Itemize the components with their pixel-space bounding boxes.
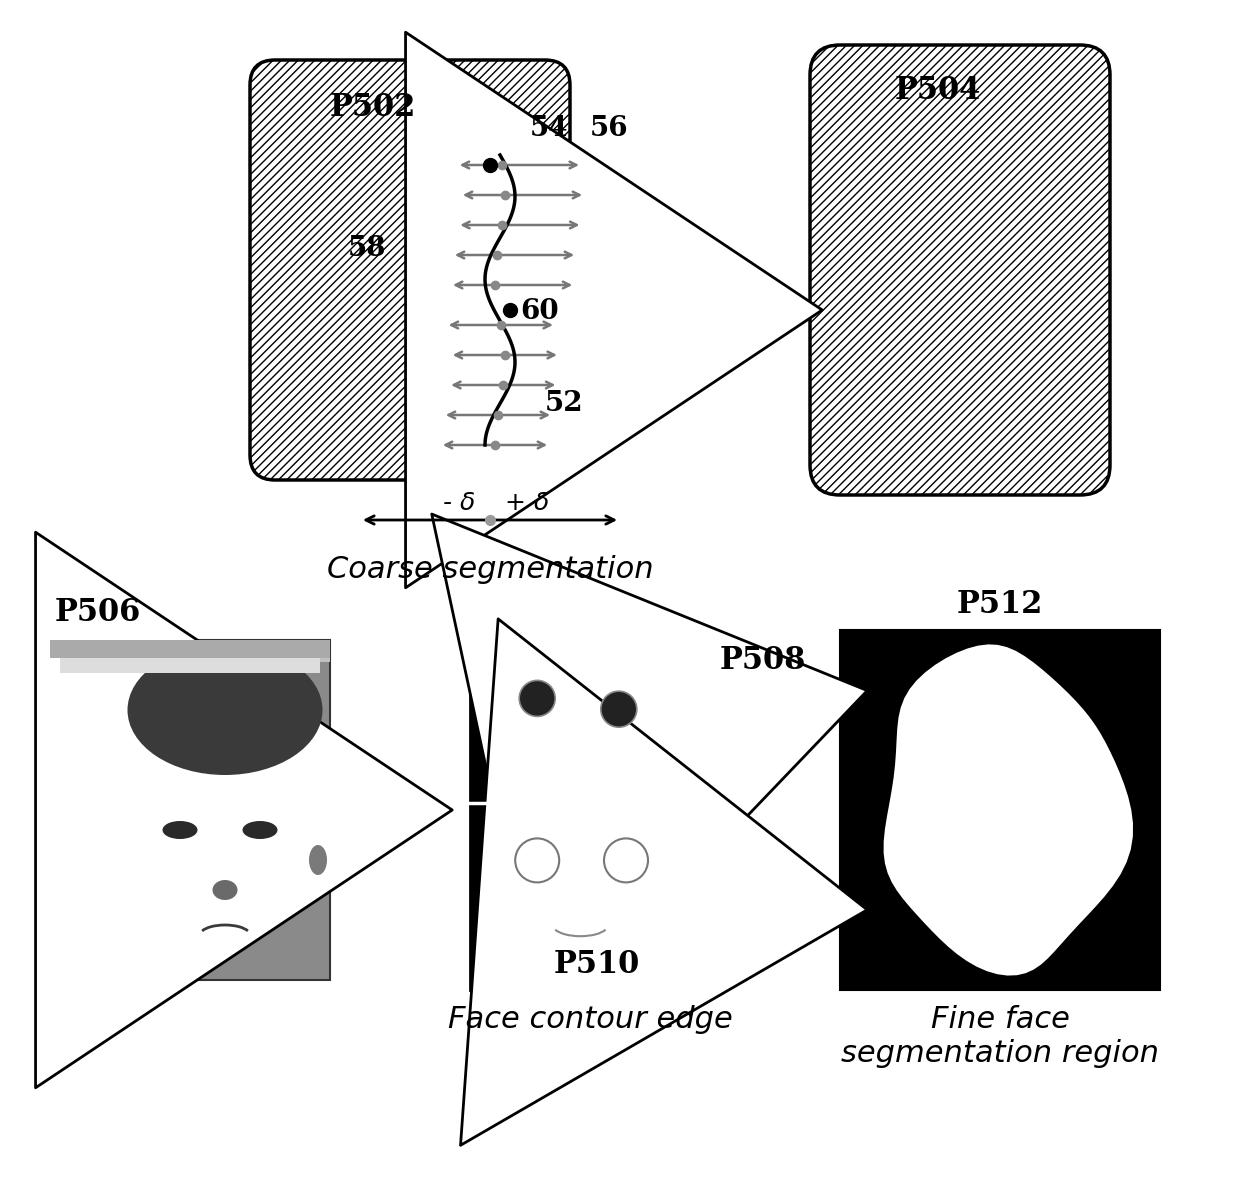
Bar xyxy=(50,640,330,662)
Text: 58: 58 xyxy=(348,235,387,262)
Bar xyxy=(50,662,110,980)
Text: P506: P506 xyxy=(55,597,141,628)
Text: 52: 52 xyxy=(546,390,584,417)
Text: Fine face
segmentation region: Fine face segmentation region xyxy=(841,1005,1159,1068)
Bar xyxy=(60,658,320,673)
Text: P510: P510 xyxy=(554,949,640,980)
FancyBboxPatch shape xyxy=(250,60,570,480)
Circle shape xyxy=(510,670,565,727)
Text: P512: P512 xyxy=(957,589,1043,620)
Text: - δ: - δ xyxy=(443,491,475,515)
Ellipse shape xyxy=(162,821,197,839)
Polygon shape xyxy=(498,667,671,777)
Bar xyxy=(470,630,711,990)
Text: P504: P504 xyxy=(895,75,981,107)
Bar xyxy=(50,640,330,658)
Ellipse shape xyxy=(309,845,327,875)
Circle shape xyxy=(520,680,556,716)
FancyBboxPatch shape xyxy=(810,45,1110,496)
Text: + δ: + δ xyxy=(505,491,549,515)
Circle shape xyxy=(601,691,637,728)
Ellipse shape xyxy=(140,705,310,935)
Text: Face contour edge: Face contour edge xyxy=(448,1005,733,1034)
Bar xyxy=(50,640,330,980)
Bar xyxy=(839,630,1159,990)
Text: 56: 56 xyxy=(590,115,629,142)
Ellipse shape xyxy=(572,737,599,760)
Text: Coarse segmentation: Coarse segmentation xyxy=(326,555,653,584)
Polygon shape xyxy=(884,644,1133,976)
Ellipse shape xyxy=(243,821,278,839)
Text: 54: 54 xyxy=(529,115,568,142)
Circle shape xyxy=(590,681,647,737)
Ellipse shape xyxy=(128,645,322,774)
Text: 60: 60 xyxy=(520,298,559,326)
Ellipse shape xyxy=(212,880,238,900)
Text: P502: P502 xyxy=(330,92,417,123)
Text: P508: P508 xyxy=(720,645,806,676)
